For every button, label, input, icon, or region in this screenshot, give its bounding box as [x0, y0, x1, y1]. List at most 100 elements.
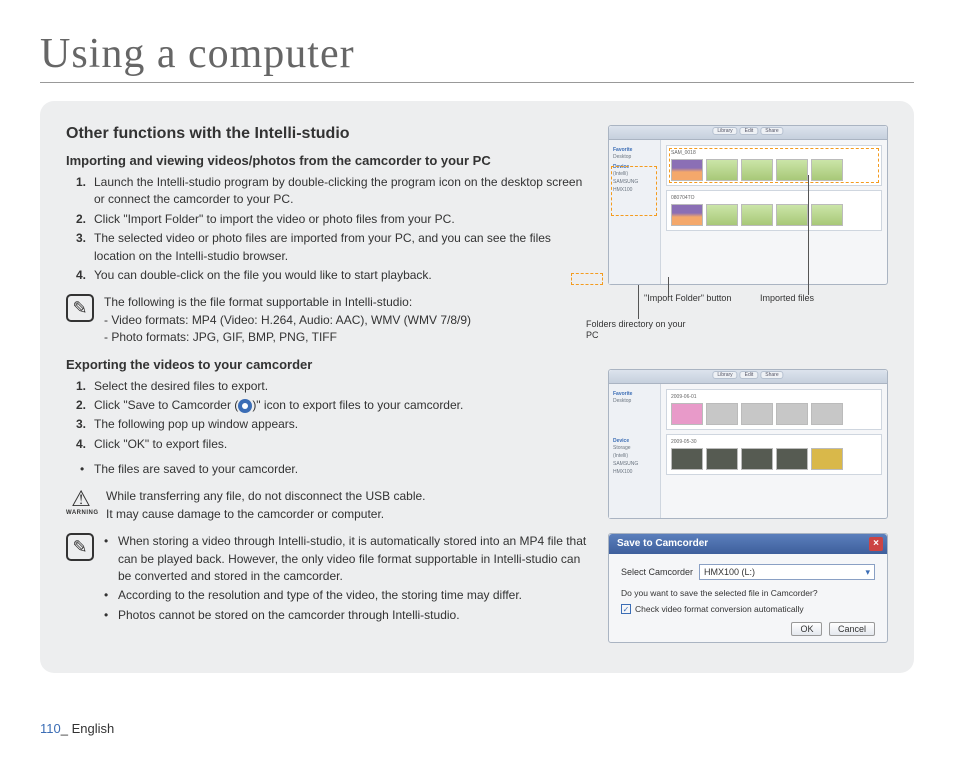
- thumbnail: [706, 403, 738, 425]
- step-number: 2.: [76, 211, 94, 228]
- screenshot-intelli-browser: Library Edit Share Favorite Desktop Devi…: [608, 125, 888, 285]
- importing-steps: 1.Launch the Intelli-studio program by d…: [66, 174, 590, 284]
- step-text: Launch the Intelli-studio program by dou…: [94, 174, 590, 209]
- pane-row: 2009-06-01: [666, 389, 882, 430]
- select-row: Select Camcorder HMX100 (L:) ▾: [621, 564, 875, 580]
- thumbnail: [671, 448, 703, 470]
- highlight-box-imported: [669, 148, 879, 183]
- exporting-sub-bullets: The files are saved to your camcorder.: [66, 461, 590, 478]
- dialog-checkbox-row[interactable]: ✓ Check video format conversion automati…: [621, 604, 875, 614]
- bullet-item: The files are saved to your camcorder.: [94, 461, 590, 478]
- callout-line: [808, 175, 809, 295]
- note-line: - Photo formats: JPG, GIF, BMP, PNG, TIF…: [104, 329, 590, 346]
- warning-icon: ⚠ WARNING: [66, 488, 96, 516]
- tab-library: Library: [712, 371, 737, 379]
- tab-library: Library: [712, 127, 737, 135]
- thumbnail: [706, 448, 738, 470]
- sidebar-item: Desktop: [613, 153, 656, 161]
- exporting-steps: 1.Select the desired files to export. 2.…: [66, 378, 590, 454]
- checkbox-label: Check video format conversion automatica…: [635, 604, 804, 614]
- main-pane: SAM_0018 080704TO: [661, 140, 887, 284]
- dialog-titlebar: Save to Camcorder ×: [609, 534, 887, 554]
- sidebar-item: Desktop: [613, 397, 656, 405]
- pencil-note-icon: ✎: [66, 294, 94, 322]
- footer-separator: _: [61, 721, 72, 736]
- callout-folders-dir: Folders directory on your PC: [586, 319, 696, 341]
- warning-row: ⚠ WARNING While transferring any file, d…: [66, 488, 590, 523]
- step-text: Click "OK" to export files.: [94, 436, 590, 453]
- dialog-body: Select Camcorder HMX100 (L:) ▾ Do you wa…: [609, 554, 887, 646]
- note-store-bullets: When storing a video through Intelli-stu…: [104, 533, 590, 624]
- note-store: ✎ When storing a video through Intelli-s…: [66, 533, 590, 626]
- toolbar: Library Edit Share: [712, 127, 783, 135]
- thumbnail: [671, 403, 703, 425]
- thumbnail: [776, 204, 808, 226]
- dialog-buttons: OK Cancel: [621, 622, 875, 636]
- step-text: Select the desired files to export.: [94, 378, 590, 395]
- highlight-box-folders: [611, 166, 657, 216]
- thumbnail: [776, 448, 808, 470]
- warning-line: While transferring any file, do not disc…: [106, 488, 590, 505]
- pane-label: 080704TO: [671, 195, 877, 201]
- step-number: 4.: [76, 267, 94, 284]
- note-body: The following is the file format support…: [104, 294, 590, 346]
- step-number: 1.: [76, 378, 94, 395]
- step-number: 4.: [76, 436, 94, 453]
- sidebar: Favorite Desktop Device Storage (Intelli…: [609, 384, 661, 518]
- ok-button[interactable]: OK: [791, 622, 822, 636]
- callout-imported-files: Imported files: [760, 293, 814, 304]
- step-number: 3.: [76, 416, 94, 433]
- footer-lang: English: [72, 721, 115, 736]
- importing-heading: Importing and viewing videos/photos from…: [66, 153, 590, 168]
- close-icon[interactable]: ×: [869, 537, 883, 551]
- sidebar-item: (Intelli): [613, 452, 656, 460]
- note-body: When storing a video through Intelli-stu…: [104, 533, 590, 626]
- window-titlebar: Library Edit Share: [609, 126, 887, 140]
- thumbnail: [741, 204, 773, 226]
- step-number: 3.: [76, 230, 94, 265]
- exporting-heading: Exporting the videos to your camcorder: [66, 357, 590, 372]
- step-text: Click "Save to Camcorder ()" icon to exp…: [94, 397, 590, 414]
- thumbnail: [741, 403, 773, 425]
- pane-label: 2009-05-30: [671, 439, 877, 445]
- camcorder-select[interactable]: HMX100 (L:) ▾: [699, 564, 875, 580]
- warning-label: WARNING: [66, 510, 96, 516]
- right-column: Library Edit Share Favorite Desktop Devi…: [608, 125, 888, 643]
- page-title: Using a computer: [40, 30, 914, 83]
- step-text: The selected video or photo files are im…: [94, 230, 590, 265]
- select-value: HMX100 (L:): [704, 567, 755, 577]
- step-number: 2.: [76, 397, 94, 414]
- toolbar: Library Edit Share: [712, 371, 783, 379]
- note-formats: ✎ The following is the file format suppo…: [66, 294, 590, 346]
- checkbox-icon[interactable]: ✓: [621, 604, 631, 614]
- page-footer: 110_ English: [40, 721, 114, 736]
- tab-share: Share: [760, 127, 783, 135]
- pane-folder: 080704TO: [666, 190, 882, 231]
- thumbnail: [811, 448, 843, 470]
- step-text: Click "Import Folder" to import the vide…: [94, 211, 590, 228]
- bullet-item: When storing a video through Intelli-stu…: [118, 533, 590, 585]
- sidebar-item: HMX100: [613, 468, 656, 476]
- cancel-button[interactable]: Cancel: [829, 622, 875, 636]
- save-camcorder-icon: [238, 399, 252, 413]
- thumbnail: [811, 403, 843, 425]
- thumbnail: [776, 403, 808, 425]
- callout-import-folder: "Import Folder" button: [644, 293, 731, 304]
- step-text: The following pop up window appears.: [94, 416, 590, 433]
- warning-body: While transferring any file, do not disc…: [106, 488, 590, 523]
- bullet-item: According to the resolution and type of …: [118, 587, 590, 604]
- step-number: 1.: [76, 174, 94, 209]
- step-text: You can double-click on the file you wou…: [94, 267, 590, 284]
- content-box: Other functions with the Intelli-studio …: [40, 101, 914, 673]
- tab-share: Share: [760, 371, 783, 379]
- screenshot-export: Library Edit Share Favorite Desktop Devi…: [608, 369, 888, 519]
- note-line: - Video formats: MP4 (Video: H.264, Audi…: [104, 312, 590, 329]
- pane-row: 2009-05-30: [666, 434, 882, 475]
- tab-edit: Edit: [740, 127, 759, 135]
- chevron-down-icon: ▾: [865, 567, 870, 578]
- pencil-note-icon: ✎: [66, 533, 94, 561]
- bullet-item: Photos cannot be stored on the camcorder…: [118, 607, 590, 624]
- sidebar-item: Storage: [613, 444, 656, 452]
- thumbnail: [741, 448, 773, 470]
- pane-imported: SAM_0018: [666, 145, 882, 186]
